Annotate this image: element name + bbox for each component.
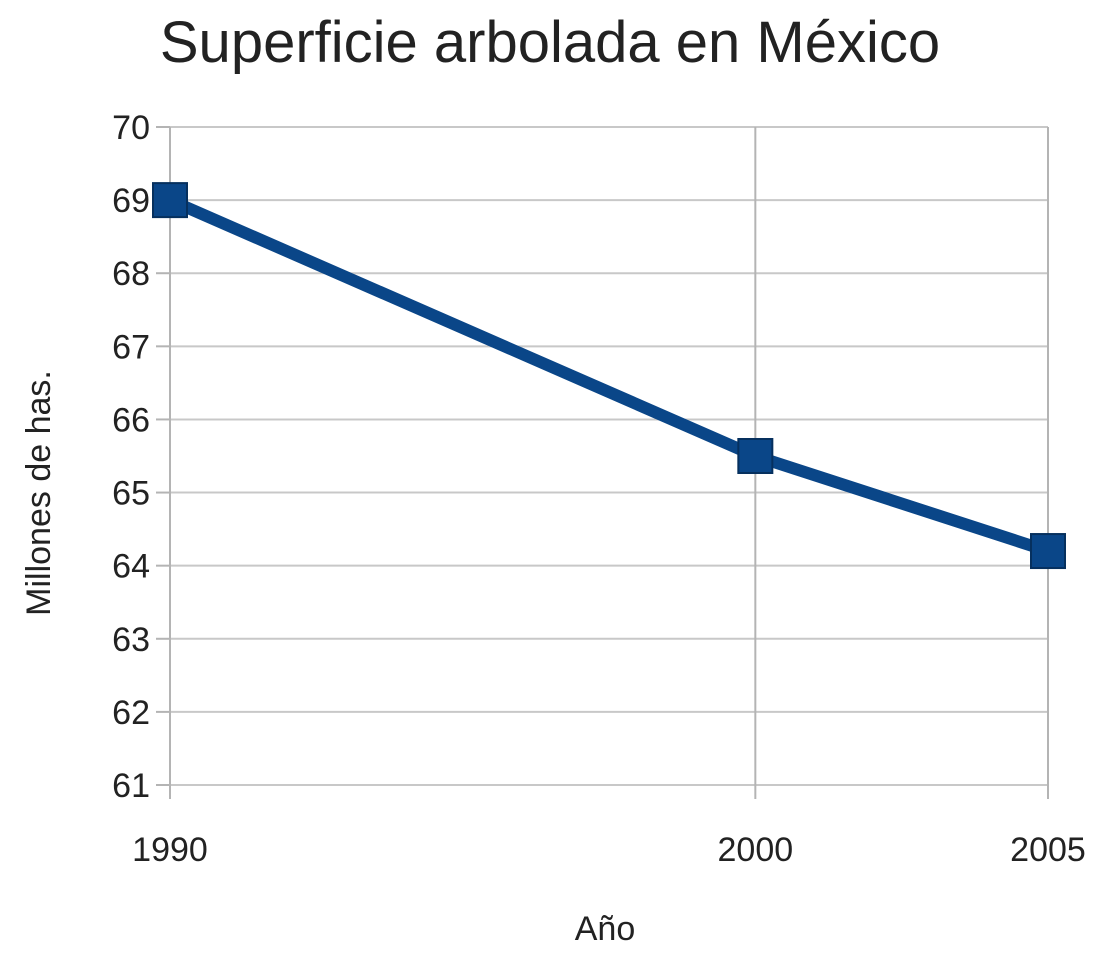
data-point-marker [1030,533,1066,570]
x-tick-label: 1990 [132,831,208,869]
y-tick-label: 65 [112,475,150,513]
series-layer [152,182,1066,570]
x-tick-label: 2000 [718,831,794,869]
y-tick-label: 61 [112,767,150,805]
y-tick-label: 62 [112,694,150,732]
y-tick-label: 68 [112,255,150,293]
y-axis-title: Millones de has. [20,370,58,616]
y-tick-label: 69 [112,182,150,220]
y-tick-label: 66 [112,401,150,439]
x-tick-label: 2005 [1010,831,1086,869]
data-point-marker [152,182,188,219]
series-line [164,194,1054,558]
y-tick-label: 63 [112,621,150,659]
tick-labels: 61 62 63 64 65 66 67 68 69 70 1990 2000 2005 [112,109,1086,869]
gridlines [170,126,1048,786]
y-tick-label: 64 [112,548,150,586]
x-axis-title: Año [575,910,636,948]
y-tick-label: 67 [112,328,150,366]
data-point-marker [737,438,774,474]
axes [156,126,1049,799]
chart-title: Superficie arbolada en México [160,10,940,75]
y-tick-label: 70 [112,109,150,147]
